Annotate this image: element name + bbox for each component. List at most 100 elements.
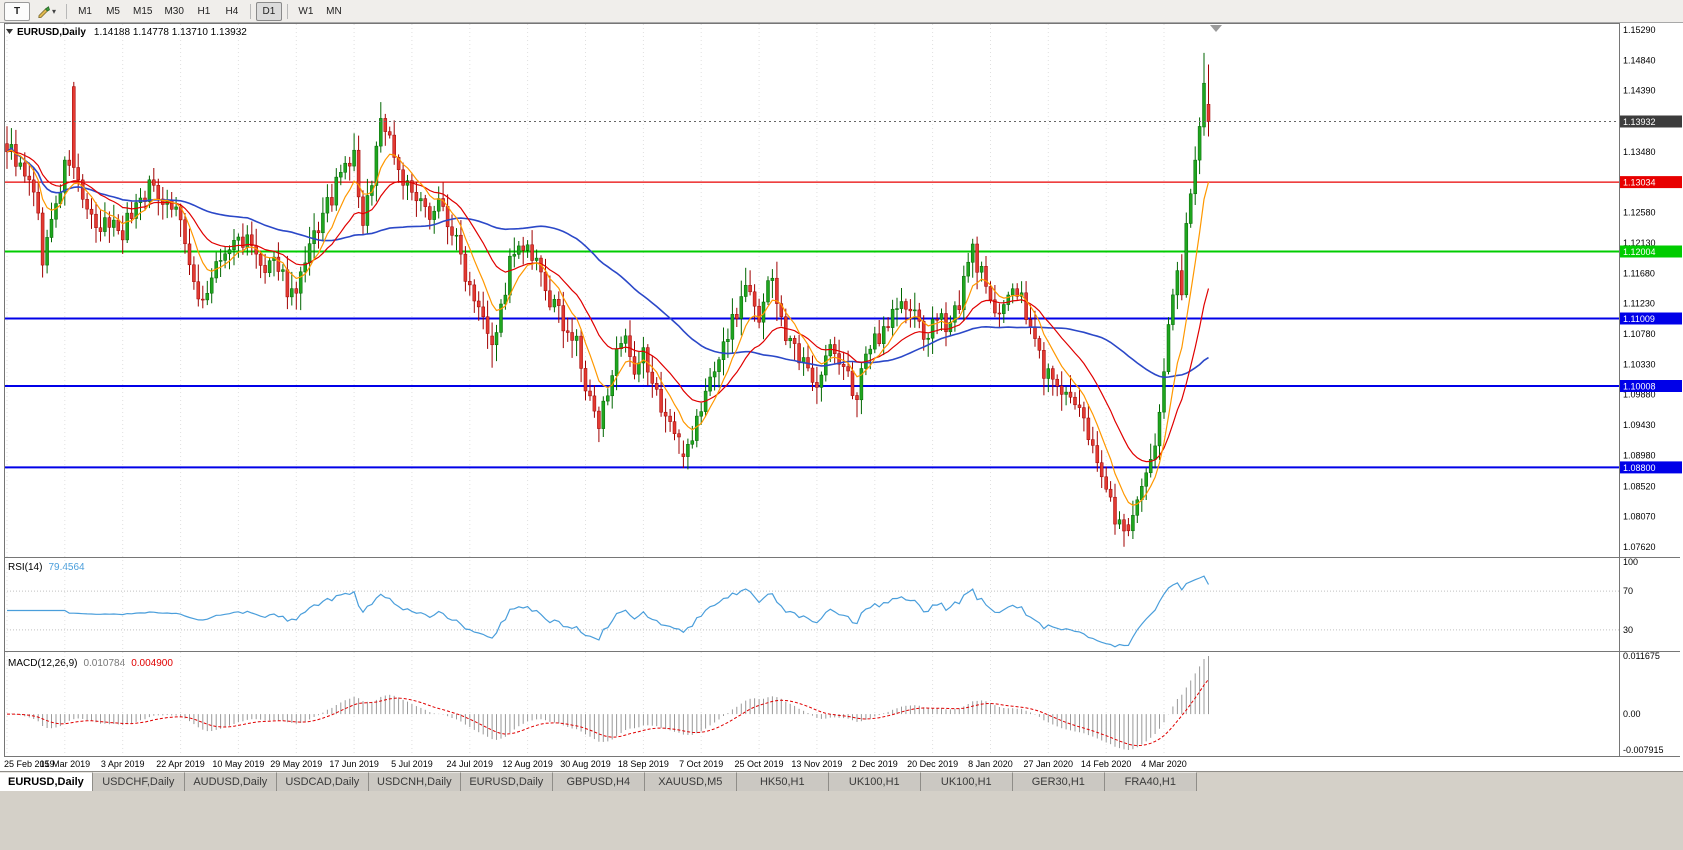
svg-text:1.13932: 1.13932 bbox=[1623, 117, 1656, 127]
svg-text:1.10330: 1.10330 bbox=[1623, 359, 1656, 369]
svg-text:18 Sep 2019: 18 Sep 2019 bbox=[618, 759, 669, 769]
chart-tab[interactable]: GBPUSD,H4 bbox=[552, 772, 645, 791]
hline-price-badge bbox=[1620, 176, 1682, 189]
svg-text:1.14840: 1.14840 bbox=[1623, 55, 1656, 65]
svg-text:30 Aug 2019: 30 Aug 2019 bbox=[560, 759, 611, 769]
rsi-pane bbox=[4, 575, 1619, 648]
hline-price-badge bbox=[1620, 245, 1682, 258]
svg-text:25 Oct 2019: 25 Oct 2019 bbox=[735, 759, 784, 769]
chart-title: EURUSD,Daily 1.14188 1.14778 1.13710 1.13… bbox=[17, 27, 247, 38]
chart-tab[interactable]: GER30,H1 bbox=[1012, 772, 1105, 791]
chart-tab[interactable]: FRA40,H1 bbox=[1104, 772, 1197, 791]
svg-text:1.08070: 1.08070 bbox=[1623, 512, 1656, 522]
svg-text:17 Jun 2019: 17 Jun 2019 bbox=[329, 759, 379, 769]
svg-text:15 Mar 2019: 15 Mar 2019 bbox=[40, 759, 91, 769]
chart-tab[interactable]: AUDUSD,Daily bbox=[184, 772, 277, 791]
price-axis: 1.15290 1.14840 1.14390 1.13480 1.12580 1.121… bbox=[1620, 25, 1682, 755]
chart-tab[interactable]: EURUSD,Daily bbox=[460, 772, 553, 791]
svg-text:14 Feb 2020: 14 Feb 2020 bbox=[1081, 759, 1132, 769]
svg-text:1.12130: 1.12130 bbox=[1623, 238, 1656, 248]
svg-text:8 Jan 2020: 8 Jan 2020 bbox=[968, 759, 1013, 769]
svg-text:1.15290: 1.15290 bbox=[1623, 25, 1656, 35]
svg-text:13 Nov 2019: 13 Nov 2019 bbox=[791, 759, 842, 769]
timeframe-h1-button[interactable]: H1 bbox=[197, 5, 211, 17]
svg-text:1.08800: 1.08800 bbox=[1623, 463, 1656, 473]
timeframe-w1-button[interactable]: W1 bbox=[298, 5, 314, 17]
svg-text:1.09880: 1.09880 bbox=[1623, 390, 1656, 400]
svg-text:27 Jan 2020: 27 Jan 2020 bbox=[1024, 759, 1074, 769]
svg-text:100: 100 bbox=[1623, 557, 1638, 567]
chart-tab[interactable]: UK100,H1 bbox=[920, 772, 1013, 791]
timeframe-m30-button[interactable]: M30 bbox=[164, 5, 184, 17]
current-price-badge bbox=[1620, 115, 1682, 128]
svg-text:1.12580: 1.12580 bbox=[1623, 208, 1656, 218]
candlestick-series bbox=[5, 52, 1211, 547]
timeframe-mn-button[interactable]: MN bbox=[326, 5, 342, 17]
text-tool-label: T bbox=[13, 5, 21, 17]
toolbar-separator bbox=[286, 3, 288, 19]
chart-tab[interactable]: XAUUSD,M5 bbox=[644, 772, 737, 791]
svg-text:30: 30 bbox=[1623, 625, 1633, 635]
macd-pane bbox=[7, 656, 1209, 750]
timeframe-button-group: M1 M5 M15 M30 H1 H4 D1 W1 MN bbox=[72, 1, 347, 21]
svg-text:1.11230: 1.11230 bbox=[1623, 299, 1655, 309]
svg-text:12 Aug 2019: 12 Aug 2019 bbox=[502, 759, 553, 769]
chart-tab[interactable]: USDCNH,Daily bbox=[368, 772, 461, 791]
svg-text:1.12004: 1.12004 bbox=[1623, 247, 1656, 257]
chart-tab[interactable]: EURUSD,Daily bbox=[0, 772, 93, 791]
timeframe-m1-button[interactable]: M1 bbox=[78, 5, 92, 17]
chart-tab[interactable]: UK100,H1 bbox=[828, 772, 921, 791]
top-toolbar: T ▾ M1 M5 M15 M30 H1 H4 D1 W1 MN bbox=[0, 0, 1683, 23]
pane-frames bbox=[4, 23, 1680, 757]
svg-text:24 Jul 2019: 24 Jul 2019 bbox=[447, 759, 494, 769]
horizontal-level-lines bbox=[4, 181, 1619, 469]
svg-text:1.11009: 1.11009 bbox=[1623, 314, 1655, 324]
toolbar-separator bbox=[249, 3, 251, 19]
draw-tool-button[interactable]: ▾ bbox=[32, 2, 61, 21]
svg-text:70: 70 bbox=[1623, 586, 1633, 596]
chart-tab[interactable]: HK50,H1 bbox=[736, 772, 829, 791]
svg-text:0.011675: 0.011675 bbox=[1623, 651, 1660, 661]
svg-text:5 Jul 2019: 5 Jul 2019 bbox=[391, 759, 433, 769]
timeframe-m15-button[interactable]: M15 bbox=[133, 5, 153, 17]
chart-shift-marker-icon[interactable] bbox=[1210, 25, 1222, 32]
hline-price-badge bbox=[1620, 312, 1682, 325]
svg-text:7 Oct 2019: 7 Oct 2019 bbox=[679, 759, 723, 769]
svg-text:-0.007915: -0.007915 bbox=[1623, 745, 1664, 755]
svg-text:1.07620: 1.07620 bbox=[1623, 542, 1656, 552]
toolbar-separator bbox=[66, 3, 68, 19]
moving-average-lines bbox=[6, 146, 1210, 506]
svg-text:1.14390: 1.14390 bbox=[1623, 86, 1656, 96]
hline-price-badge bbox=[1620, 380, 1682, 392]
svg-text:1.08980: 1.08980 bbox=[1623, 450, 1656, 460]
svg-text:1.13480: 1.13480 bbox=[1623, 147, 1656, 157]
svg-text:3 Apr 2019: 3 Apr 2019 bbox=[101, 759, 145, 769]
svg-text:2 Dec 2019: 2 Dec 2019 bbox=[852, 759, 898, 769]
svg-text:1.10780: 1.10780 bbox=[1623, 329, 1656, 339]
svg-text:0.00: 0.00 bbox=[1623, 709, 1641, 719]
svg-text:1.10008: 1.10008 bbox=[1623, 382, 1656, 392]
svg-text:25 Feb 2019: 25 Feb 2019 bbox=[4, 759, 55, 769]
svg-text:1.11680: 1.11680 bbox=[1623, 268, 1655, 278]
timeframe-m5-button[interactable]: M5 bbox=[106, 5, 120, 17]
svg-text:1.08520: 1.08520 bbox=[1623, 481, 1656, 491]
macd-label: MACD(12,26,9) 0.010784 0.004900 bbox=[8, 658, 173, 669]
svg-text:1.13034: 1.13034 bbox=[1623, 178, 1656, 188]
text-tool-button[interactable]: T bbox=[4, 1, 30, 21]
svg-text:1.09430: 1.09430 bbox=[1623, 420, 1656, 430]
chevron-down-icon: ▾ bbox=[52, 6, 57, 16]
chart-menu-triangle-icon[interactable] bbox=[6, 29, 13, 34]
svg-text:29 May 2019: 29 May 2019 bbox=[270, 759, 322, 769]
svg-text:20 Dec 2019: 20 Dec 2019 bbox=[907, 759, 958, 769]
svg-text:10 May 2019: 10 May 2019 bbox=[212, 759, 264, 769]
pencil-icon bbox=[38, 5, 50, 18]
chart-tab[interactable]: USDCHF,Daily bbox=[92, 772, 185, 791]
chart-tab[interactable]: USDCAD,Daily bbox=[276, 772, 369, 791]
timeframe-h4-button[interactable]: H4 bbox=[225, 5, 239, 17]
rsi-label: RSI(14) 79.4564 bbox=[8, 562, 85, 573]
timeframe-d1-button[interactable]: D1 bbox=[255, 1, 282, 21]
svg-text:22 Apr 2019: 22 Apr 2019 bbox=[156, 759, 205, 769]
svg-text:4 Mar 2020: 4 Mar 2020 bbox=[1141, 759, 1187, 769]
price-chart-canvas[interactable]: EURUSD,Daily 1.14188 1.14778 1.13710 1.13… bbox=[0, 23, 1683, 771]
